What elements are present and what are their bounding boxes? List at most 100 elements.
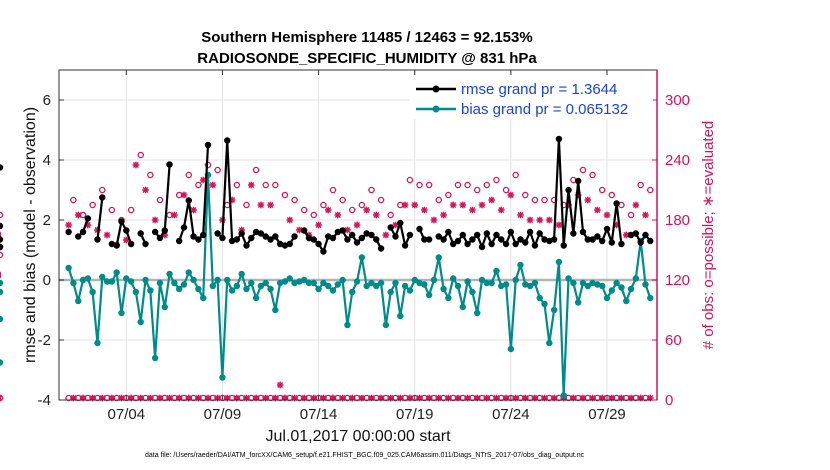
bias-point bbox=[440, 285, 447, 293]
bias-point bbox=[435, 254, 442, 261]
rmse-point bbox=[224, 137, 231, 144]
rmse-point bbox=[349, 231, 356, 239]
grid-lines bbox=[59, 70, 657, 401]
rmse-point bbox=[219, 234, 226, 242]
obs-evaluated-stroke bbox=[200, 176, 207, 184]
obs-evaluated-stroke bbox=[642, 211, 649, 219]
bias-point bbox=[65, 264, 72, 272]
bias-point bbox=[94, 339, 101, 347]
rmse-point bbox=[603, 225, 611, 233]
obs-evaluated-stroke bbox=[286, 216, 293, 224]
obs-evaluated-stroke bbox=[180, 191, 187, 199]
bias-point bbox=[368, 279, 375, 287]
obs-possible-point bbox=[223, 201, 231, 209]
obs-evaluated-stroke bbox=[498, 206, 505, 214]
rmse-point bbox=[565, 186, 572, 194]
obs-evaluated-point bbox=[507, 191, 515, 199]
obs-evaluated-stroke bbox=[75, 211, 82, 219]
obs-evaluated-stroke bbox=[421, 206, 428, 214]
y-tick-label: 6 bbox=[43, 92, 51, 109]
rmse-point bbox=[598, 237, 606, 245]
obs-evaluated-point bbox=[488, 196, 495, 204]
rmse-point bbox=[483, 230, 491, 237]
right-tick-label: 120 bbox=[665, 272, 690, 289]
bias-point bbox=[180, 281, 188, 288]
obs-evaluated-stroke bbox=[584, 196, 591, 204]
bias-point bbox=[214, 276, 221, 284]
obs-evaluated-point bbox=[546, 216, 553, 224]
rmse-point bbox=[0, 222, 4, 230]
rmse-point bbox=[358, 234, 366, 242]
bias-point bbox=[353, 278, 361, 285]
bias-point bbox=[550, 306, 558, 314]
obs-possible-point bbox=[0, 211, 4, 219]
bias-point bbox=[502, 281, 510, 288]
obs-evaluated-point bbox=[190, 206, 197, 214]
rmse-point bbox=[589, 236, 596, 243]
obs-evaluated-stroke bbox=[325, 206, 332, 214]
y-tick-label: 0 bbox=[43, 272, 51, 289]
bias-point bbox=[324, 282, 332, 290]
obs-possible-point bbox=[262, 181, 269, 189]
rmse-point bbox=[392, 233, 399, 240]
obs-evaluated-stroke bbox=[479, 201, 486, 209]
obs-evaluated-stroke bbox=[132, 161, 139, 169]
bias-point bbox=[166, 270, 173, 278]
bias-point bbox=[373, 282, 380, 290]
obs-evaluated-point bbox=[584, 196, 592, 204]
obs-possible-point bbox=[108, 206, 116, 214]
rmse-point bbox=[204, 141, 212, 149]
obs-evaluated-stroke bbox=[632, 201, 639, 209]
rmse-point bbox=[579, 228, 587, 236]
obs-evaluated-point bbox=[469, 206, 476, 214]
obs-possible-point bbox=[185, 171, 193, 179]
rmse-point bbox=[478, 243, 486, 251]
rmse-point bbox=[584, 236, 591, 243]
bias-point bbox=[425, 291, 433, 299]
bias-point bbox=[565, 275, 572, 282]
bias-point bbox=[257, 282, 265, 290]
obs-possible-point bbox=[89, 201, 96, 209]
bias-point bbox=[416, 279, 423, 287]
bias-point bbox=[642, 281, 649, 288]
obs-evaluated-stroke bbox=[430, 216, 437, 224]
obs-evaluated-point bbox=[517, 211, 524, 219]
obs-possible-point bbox=[483, 181, 491, 189]
bias-line bbox=[67, 173, 652, 397]
obs-possible-point bbox=[454, 181, 462, 189]
obs-evaluated-point bbox=[324, 206, 332, 214]
rmse-point bbox=[151, 228, 159, 236]
obs-evaluated-point bbox=[642, 211, 649, 219]
bias-point bbox=[579, 279, 587, 287]
rmse-point bbox=[276, 240, 284, 248]
bias-point bbox=[488, 279, 495, 287]
obs-evaluated-point bbox=[526, 216, 534, 224]
obs-possible-point bbox=[291, 196, 298, 204]
bias-point bbox=[209, 282, 217, 290]
bias-point bbox=[156, 279, 164, 287]
rmse-point bbox=[353, 239, 361, 246]
rmse-point bbox=[334, 228, 342, 236]
rmse-point bbox=[0, 164, 4, 171]
bias-point bbox=[474, 309, 481, 317]
bias-point bbox=[238, 270, 245, 278]
legend: rmse grand pr = 1.3644 bias grand pr = 0… bbox=[410, 75, 653, 119]
rmse-point bbox=[647, 237, 654, 245]
rmse-point bbox=[79, 228, 87, 236]
rmse-point bbox=[550, 236, 558, 243]
rmse-point bbox=[166, 161, 173, 168]
bias-point bbox=[248, 279, 255, 287]
x-tick-label: 07/09 bbox=[204, 406, 242, 423]
obs-possible-point bbox=[406, 176, 414, 184]
rmse-point bbox=[493, 231, 500, 239]
obs-possible-point bbox=[627, 211, 635, 219]
rmse-point bbox=[233, 236, 241, 243]
obs-evaluated-point bbox=[132, 161, 140, 169]
bias-point bbox=[320, 279, 327, 287]
bias-point bbox=[233, 282, 241, 290]
rmse-point bbox=[608, 239, 616, 246]
rmse-point bbox=[363, 230, 370, 237]
rmse-point bbox=[339, 227, 346, 234]
rmse-point bbox=[502, 240, 510, 248]
